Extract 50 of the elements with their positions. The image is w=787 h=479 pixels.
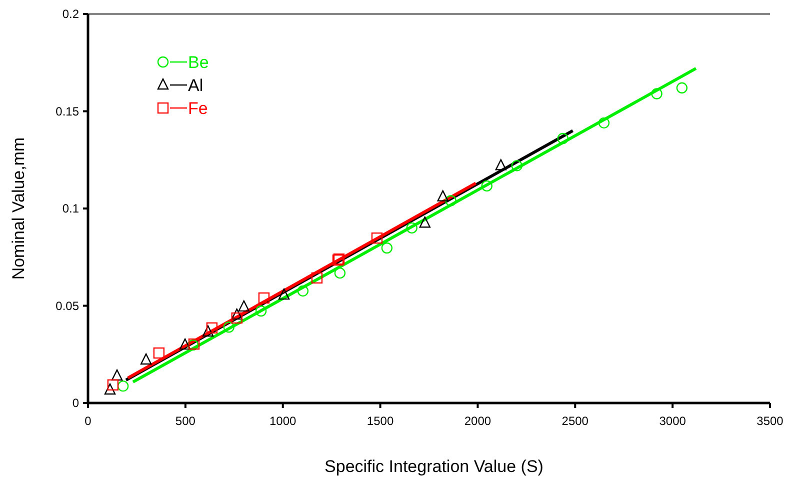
point <box>676 82 688 94</box>
point <box>598 117 610 129</box>
point <box>481 180 492 192</box>
point <box>381 242 393 254</box>
x-tick-label: 1000 <box>270 414 297 428</box>
point <box>311 272 323 284</box>
point <box>651 88 662 100</box>
point <box>223 322 234 333</box>
point <box>107 379 119 391</box>
point <box>111 369 123 381</box>
x-tick-label: 500 <box>175 414 196 428</box>
y-tick-label: 0.1 <box>62 202 80 216</box>
point <box>231 308 242 320</box>
point <box>557 132 568 144</box>
point <box>406 222 418 234</box>
y-tick-label: 0.15 <box>56 104 80 118</box>
y-tick-label: 0.2 <box>62 7 80 21</box>
point <box>258 292 270 304</box>
legend-label: Al <box>188 76 204 95</box>
x-tick-label: 2000 <box>464 414 492 428</box>
point <box>334 267 346 279</box>
x-tick-label: 2500 <box>562 414 589 428</box>
point <box>445 195 456 206</box>
y-tick-label: 0.05 <box>56 298 80 313</box>
point <box>153 347 165 359</box>
point <box>117 380 129 392</box>
point <box>297 285 309 297</box>
x-tick-label: 3500 <box>756 414 784 428</box>
point <box>278 288 290 300</box>
point <box>104 383 116 395</box>
point <box>231 312 242 324</box>
y-axis-title: Nominal Value,mm <box>9 137 28 280</box>
legend-label: Fe <box>188 99 208 118</box>
point <box>140 353 152 365</box>
x-tick-label: 3000 <box>659 414 686 428</box>
point <box>238 300 250 312</box>
point <box>419 216 431 228</box>
point <box>206 322 218 334</box>
legend-label: Be <box>188 53 209 72</box>
point <box>495 159 506 170</box>
point <box>179 338 191 350</box>
point <box>371 232 383 244</box>
y-tick-label: 0 <box>72 396 80 410</box>
x-tick-label: 0 <box>84 414 92 428</box>
x-axis-title: Specific Integration Value (S) <box>324 457 544 476</box>
point <box>511 160 522 172</box>
point <box>202 325 214 337</box>
x-tick-label: 1500 <box>366 414 394 428</box>
point <box>255 305 267 317</box>
point <box>437 190 448 202</box>
